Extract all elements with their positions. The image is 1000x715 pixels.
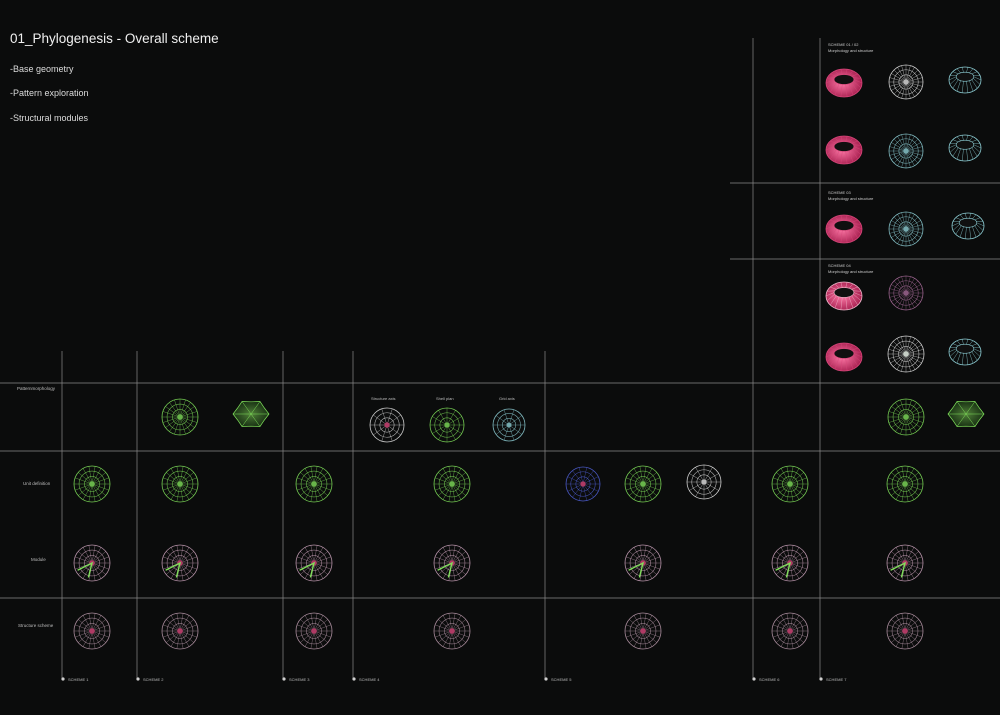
panel-1-subtitle: Morphology and structure [828,48,874,53]
unit-scheme-1 [73,465,111,503]
module-scheme-5 [624,544,662,582]
row-label-unit-definition: Unit definition [23,481,51,486]
panel3-torus-pink [825,281,863,311]
module-scheme-2 [161,544,199,582]
panel3-disc-mauve [888,275,924,311]
structure-scheme-1 [73,612,111,650]
unit-scheme-5c [686,464,722,500]
panel1-disc-cyan [888,133,924,169]
pattern-disc-scheme-2 [161,398,199,436]
row-label-module: Module [31,557,46,562]
module-scheme-7 [886,544,924,582]
col-label-scheme-1: SCHEME 1 [68,677,89,682]
col-label-scheme-6: SCHEME 6 [759,677,780,682]
col-label-scheme-5: SCHEME 5 [551,677,572,682]
unit-scheme-4 [433,465,471,503]
structure-scheme-6 [771,612,809,650]
row-label-patternmorphology: Patternmorphology [17,386,56,391]
bullet-base-geometry: -Base geometry [10,64,74,74]
panel2-disc-cyan [888,211,924,247]
panel1-disc-white [888,64,924,100]
panel1-torus-cyan-1 [948,66,982,94]
unit-scheme-3 [295,465,333,503]
pattern-blob-scheme-7 [947,401,985,427]
module-scheme-4 [433,544,471,582]
unit-scheme-2 [161,465,199,503]
pattern-disc-scheme-7 [887,398,925,436]
grid-lines [0,38,1000,680]
col-label-scheme-3: SCHEME 3 [289,677,310,682]
module-scheme-1 [73,544,111,582]
page-title: 01_Phylogenesis - Overall scheme [10,31,219,46]
pattern-shell-plan [429,407,465,443]
panel1-torus-magenta-2 [825,135,863,165]
module-scheme-6 [771,544,809,582]
pattern-blob-scheme-2 [232,401,270,427]
unit-scheme-5b [624,465,662,503]
pattern-grid-axis [492,408,526,442]
unit-scheme-7 [886,465,924,503]
col-label-scheme-7: SCHEME 7 [826,677,847,682]
panel-2-subtitle: Morphology and structure [828,196,874,201]
panel3-torus-cyan [948,338,982,366]
col-label-scheme-4: SCHEME 4 [359,677,380,682]
sublabel-shell-plan: Shell plan [436,396,454,401]
panel-3-title: SCHEME 04 [828,263,851,268]
structure-scheme-4 [433,612,471,650]
unit-scheme-5a [565,466,601,502]
panel2-torus-magenta [825,214,863,244]
unit-scheme-6 [771,465,809,503]
panel1-torus-magenta-1 [825,68,863,98]
bullet-pattern-exploration: -Pattern exploration [10,88,89,98]
pattern-structure-axis [369,407,405,443]
sublabel-grid-axis: Grid axis [499,396,515,401]
structure-scheme-2 [161,612,199,650]
panel-2-title: SCHEME 03 [828,190,851,195]
structure-scheme-5 [624,612,662,650]
panel1-torus-cyan-2 [948,134,982,162]
structure-scheme-7 [886,612,924,650]
row-label-structure-scheme: Structure scheme [18,623,54,628]
panel2-torus-cyan [951,212,985,240]
structure-scheme-3 [295,612,333,650]
glyph-layer [73,64,985,650]
panel-1-title: SCHEME 01 / 02 [828,42,859,47]
panel-3-subtitle: Morphology and structure [828,269,874,274]
col-label-scheme-2: SCHEME 2 [143,677,164,682]
sublabel-structure-axis: Structure axis [371,396,395,401]
panel3-torus-magenta [825,342,863,372]
module-scheme-3 [295,544,333,582]
bullet-structural-modules: -Structural modules [10,113,89,123]
panel3-disc-white [887,335,925,373]
